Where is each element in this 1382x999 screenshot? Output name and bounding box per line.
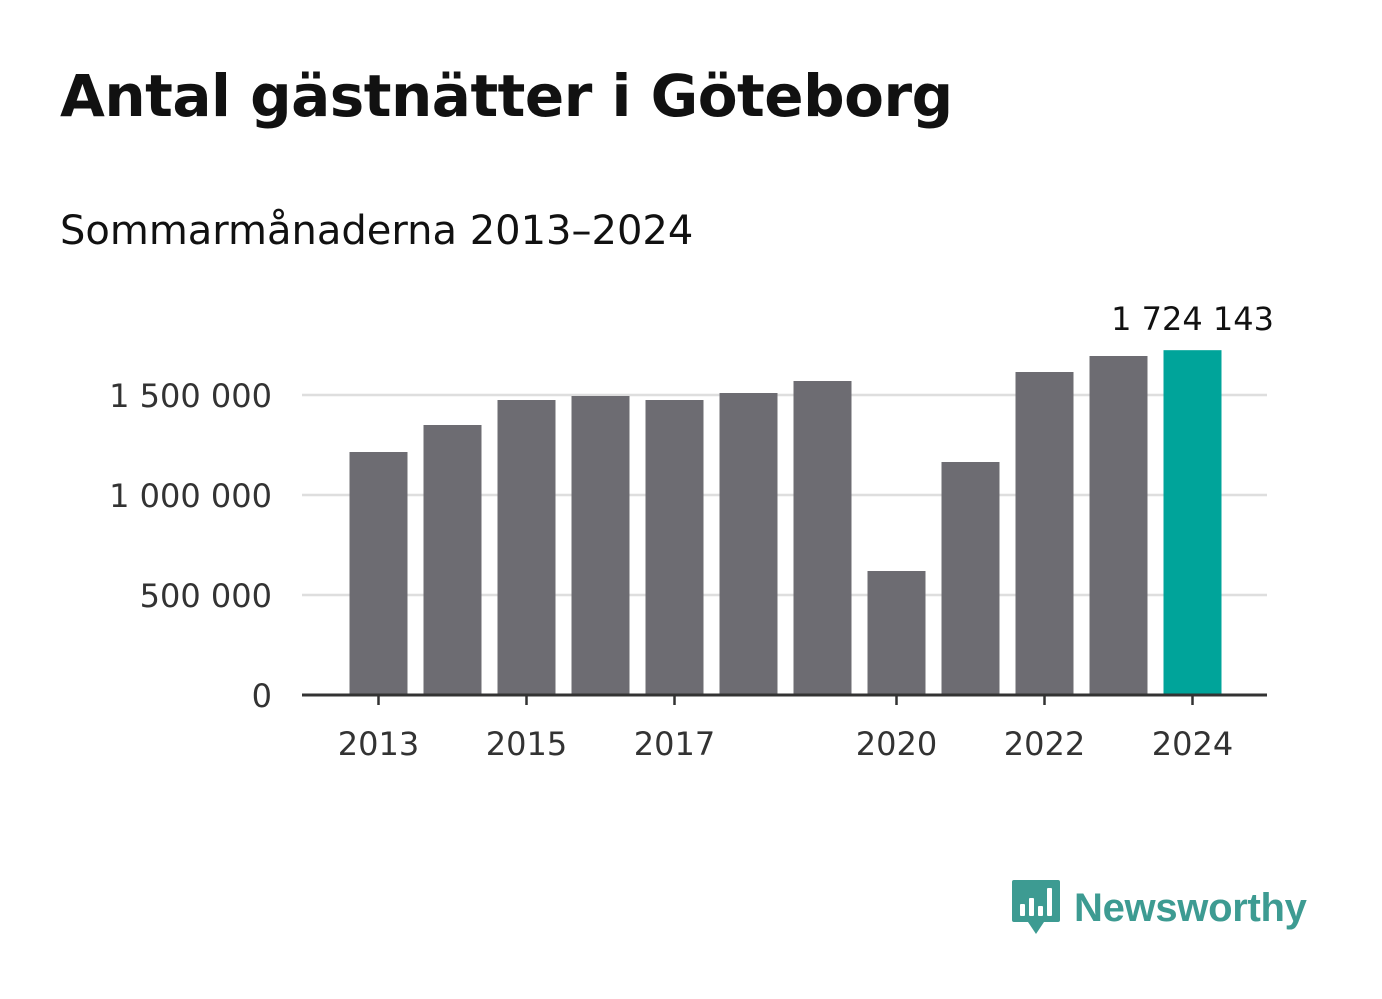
bar-2024 — [1163, 350, 1222, 695]
y-tick-label: 0 — [252, 677, 272, 715]
x-tick-label: 2015 — [486, 725, 567, 763]
y-tick-label: 500 000 — [140, 577, 272, 615]
y-tick-label: 1 500 000 — [109, 377, 272, 415]
bars — [349, 350, 1222, 695]
bar-2018 — [719, 393, 778, 695]
bar-2019 — [793, 381, 852, 695]
bar-2021 — [941, 462, 1000, 695]
x-tick-label: 2017 — [634, 725, 715, 763]
y-tick-label: 1 000 000 — [109, 477, 272, 515]
x-tick-label: 2020 — [856, 725, 937, 763]
axes — [302, 693, 1267, 705]
brand-name: Newsworthy — [1074, 885, 1307, 930]
bar-2014 — [423, 425, 482, 695]
bar-2016 — [571, 396, 630, 695]
x-tick-label: 2013 — [338, 725, 419, 763]
bar-chart-speech-bubble-icon — [1012, 880, 1060, 934]
data-label: 1 724 143 — [1111, 300, 1274, 338]
newsworthy-logo: Newsworthy — [1010, 878, 1307, 938]
chart-title: Antal gästnätter i Göteborg — [60, 62, 953, 130]
bar-2020 — [867, 571, 926, 695]
x-tick-label: 2022 — [1004, 725, 1085, 763]
tick-labels: 0 500 000 1 000 000 1 500 000 1 724 143 2013 2… — [109, 300, 1274, 763]
x-tick-label: 2024 — [1152, 725, 1233, 763]
bar-2015 — [497, 400, 556, 695]
bar-2023 — [1089, 356, 1148, 695]
bar-2022 — [1015, 372, 1074, 695]
chart-subtitle: Sommarmånaderna 2013–2024 — [60, 208, 694, 254]
bar-2013 — [349, 452, 408, 695]
bar-2017 — [645, 400, 704, 695]
